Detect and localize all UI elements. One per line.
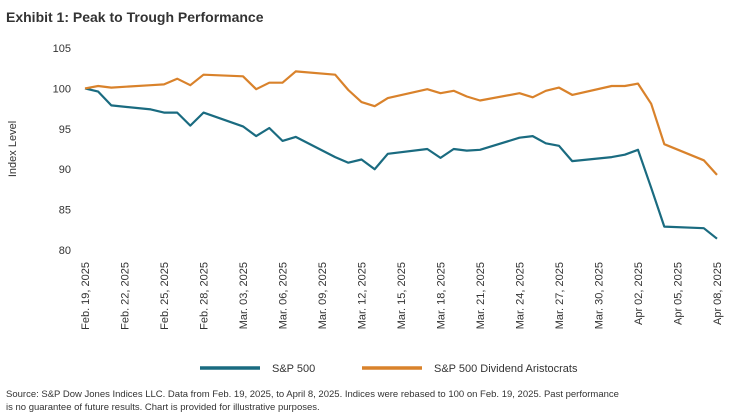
y-axis-label: Index Level (7, 121, 19, 177)
x-tick-label: Feb. 25, 2025 (159, 262, 171, 330)
y-tick-label: 100 (53, 83, 71, 95)
x-tick-label: Feb. 28, 2025 (199, 262, 211, 330)
x-tick-label: Mar. 18, 2025 (436, 262, 448, 329)
x-tick-label: Mar. 12, 2025 (357, 262, 369, 329)
x-tick-label: Mar. 30, 2025 (594, 262, 606, 329)
note: is no guarantee of future results. Chart… (6, 402, 320, 413)
y-tick-label: 80 (59, 245, 71, 257)
series-line (84, 70, 718, 176)
series-line (84, 87, 718, 240)
x-tick-label: Mar. 15, 2025 (396, 262, 408, 329)
x-tick-label: Mar. 27, 2025 (554, 262, 566, 329)
x-tick-label: Feb. 22, 2025 (120, 262, 132, 330)
x-tick-label: Apr 02, 2025 (633, 262, 645, 325)
y-tick-label: 105 (53, 43, 71, 55)
chart-title: Exhibit 1: Peak to Trough Performance (6, 9, 264, 25)
y-tick-label: 90 (59, 164, 71, 176)
x-tick-label: Mar. 24, 2025 (515, 262, 527, 329)
x-tick-label: Apr 05, 2025 (673, 262, 685, 325)
x-tick-label: Mar. 21, 2025 (475, 262, 487, 329)
x-tick-label: Mar. 03, 2025 (238, 262, 250, 329)
y-tick-label: 95 (59, 124, 71, 136)
x-tick-label: Apr 08, 2025 (712, 262, 724, 325)
x-tick-label: Feb. 19, 2025 (80, 262, 92, 330)
x-tick-label: Mar. 09, 2025 (317, 262, 329, 329)
y-tick-label: 85 (59, 205, 71, 217)
legend-label: S&P 500 Dividend Aristocrats (434, 363, 578, 375)
note: Source: S&P Dow Jones Indices LLC. Data … (6, 389, 619, 400)
legend-label: S&P 500 (272, 363, 315, 375)
x-tick-label: Mar. 06, 2025 (278, 262, 290, 329)
